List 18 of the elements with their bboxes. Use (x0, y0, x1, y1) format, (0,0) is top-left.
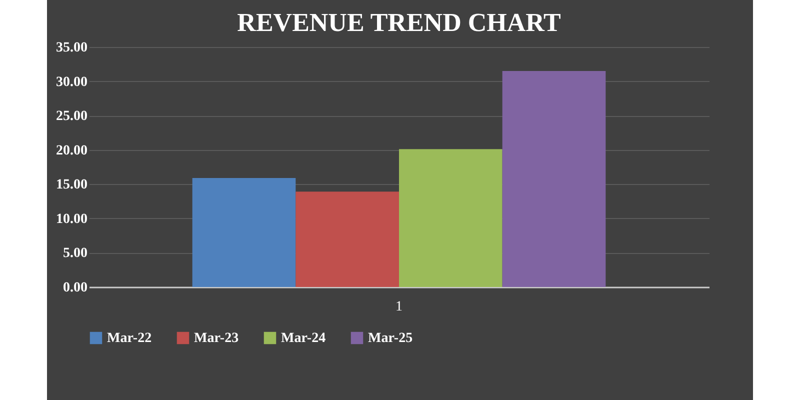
x-tick-label: 1 (396, 300, 402, 314)
y-tick-label: 35.00 (56, 40, 88, 56)
legend-label: Mar-24 (281, 331, 326, 346)
legend-label: Mar-23 (194, 331, 239, 346)
bar (502, 71, 606, 287)
y-tick-label: 0.00 (63, 280, 88, 296)
y-tick-label: 25.00 (56, 109, 88, 124)
y-tick-label: 15.00 (56, 178, 88, 193)
y-tick-label: 30.00 (56, 74, 88, 90)
chart-title: REVENUE TREND CHART (237, 8, 561, 37)
y-tick-label: 20.00 (56, 143, 88, 158)
legend-label: Mar-25 (368, 331, 413, 346)
legend-label: Mar-22 (107, 331, 152, 346)
bar (296, 192, 399, 287)
bar (192, 178, 296, 287)
y-tick-label: 10.00 (56, 212, 88, 227)
bar (399, 149, 502, 287)
y-tick-label: 5.00 (63, 246, 88, 262)
